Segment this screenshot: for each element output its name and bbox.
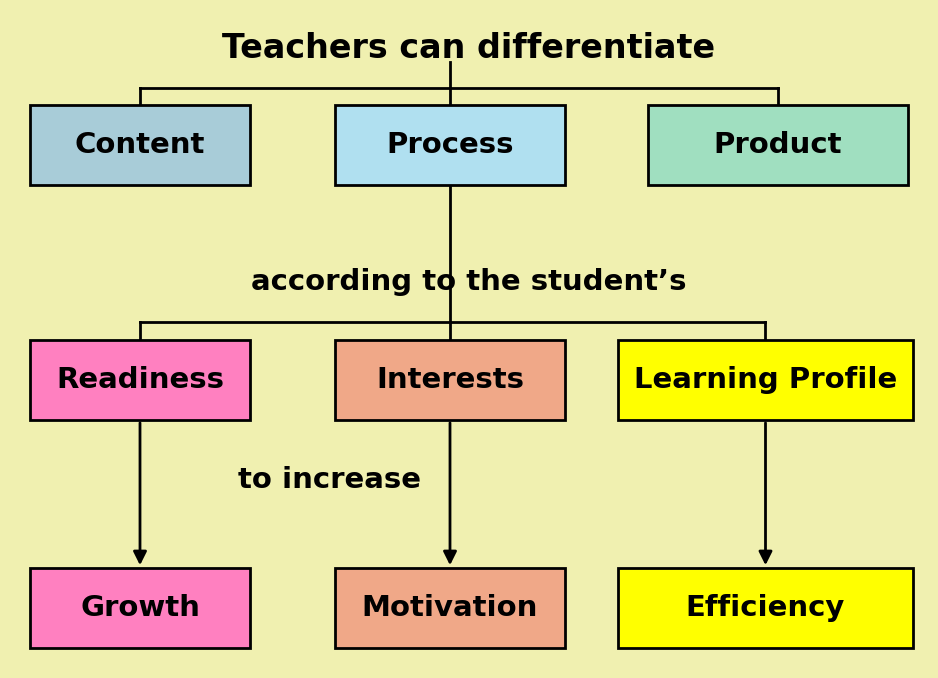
Bar bbox=[335, 568, 565, 648]
Bar bbox=[30, 340, 250, 420]
Text: Interests: Interests bbox=[376, 366, 524, 394]
Text: to increase: to increase bbox=[238, 466, 421, 494]
Text: Motivation: Motivation bbox=[362, 594, 538, 622]
Bar bbox=[618, 568, 913, 648]
Bar bbox=[30, 105, 250, 185]
Bar bbox=[30, 568, 250, 648]
Text: Learning Profile: Learning Profile bbox=[634, 366, 897, 394]
Bar bbox=[335, 340, 565, 420]
Bar bbox=[648, 105, 908, 185]
Text: Efficiency: Efficiency bbox=[686, 594, 845, 622]
Text: Content: Content bbox=[75, 131, 205, 159]
Bar bbox=[335, 105, 565, 185]
Text: according to the student’s: according to the student’s bbox=[251, 268, 687, 296]
Bar bbox=[618, 340, 913, 420]
Text: Readiness: Readiness bbox=[56, 366, 224, 394]
Text: Product: Product bbox=[714, 131, 842, 159]
Text: Process: Process bbox=[386, 131, 514, 159]
Text: Teachers can differentiate: Teachers can differentiate bbox=[222, 31, 716, 64]
Text: Growth: Growth bbox=[80, 594, 200, 622]
